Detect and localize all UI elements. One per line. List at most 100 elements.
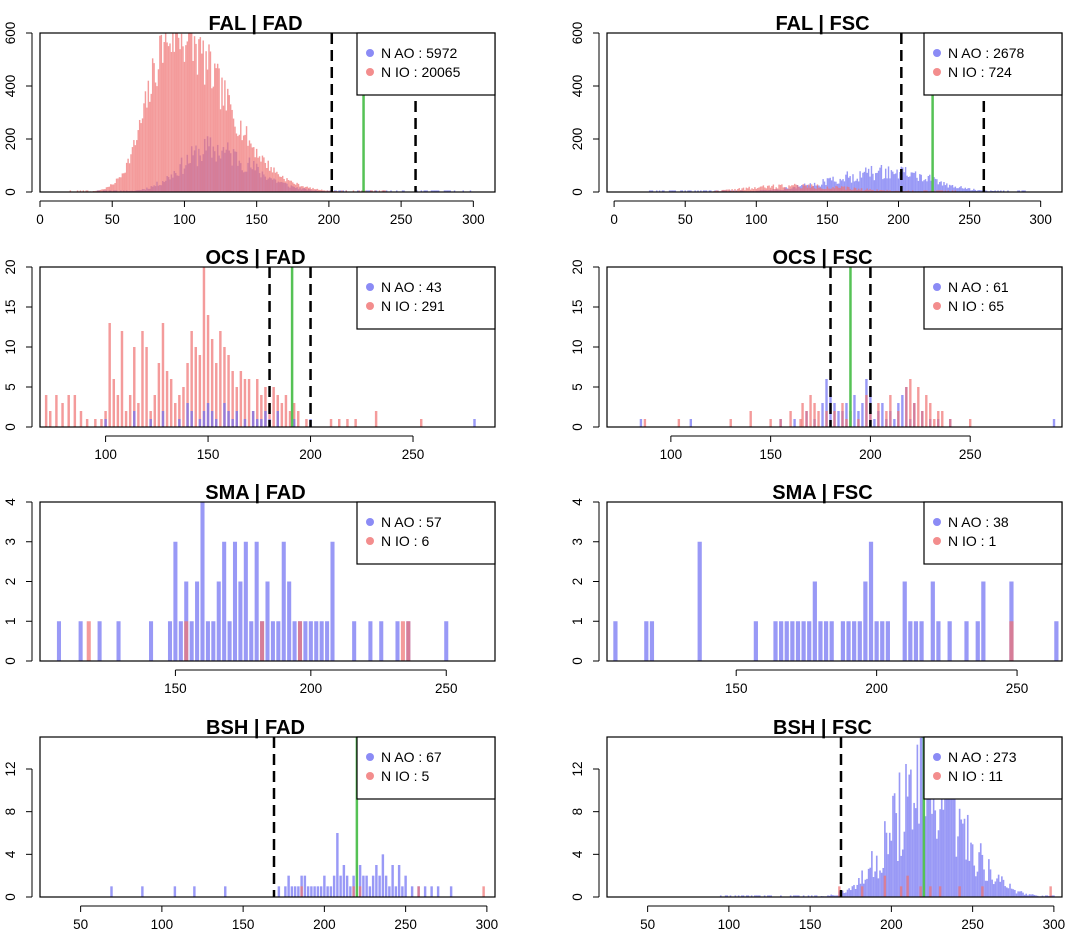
- bar-io: [215, 68, 217, 192]
- bar-io: [110, 184, 112, 192]
- bar-ao: [910, 769, 912, 897]
- y-tick-label: 4: [3, 498, 18, 506]
- bar-io: [156, 86, 158, 192]
- bar-ao: [453, 190, 456, 192]
- bar-ao: [445, 190, 447, 192]
- bar-ao: [822, 179, 824, 192]
- bar-ao: [297, 886, 300, 897]
- bar-ao: [968, 188, 971, 192]
- bar-io: [212, 86, 215, 192]
- x-tick-label: 200: [300, 681, 323, 696]
- bar-ao: [929, 793, 932, 897]
- bar-io: [940, 190, 942, 192]
- bar-io: [173, 51, 176, 192]
- bar-ao: [863, 581, 868, 661]
- bar-io: [954, 190, 957, 192]
- bar-ao: [981, 854, 984, 897]
- bar-ao: [265, 581, 270, 661]
- bar-ao: [845, 892, 847, 897]
- bar-ao: [999, 881, 1002, 897]
- bar-ao: [848, 888, 850, 897]
- bar-io: [830, 188, 833, 192]
- bar-ao: [1053, 895, 1055, 897]
- bar-ao: [794, 895, 797, 897]
- bar-ao: [797, 895, 800, 897]
- bar-io: [140, 123, 142, 192]
- bar-ao: [853, 884, 855, 897]
- bar-io: [781, 184, 783, 192]
- bar-ao: [859, 883, 862, 897]
- bar-io: [206, 315, 210, 427]
- bar-ao: [826, 178, 829, 192]
- bar-io: [211, 88, 213, 192]
- x-tick-label: 250: [402, 447, 425, 462]
- bar-ao: [921, 181, 924, 192]
- bar-io: [201, 53, 203, 192]
- y-tick-label: 10: [3, 339, 18, 354]
- bar-ao: [1035, 895, 1037, 897]
- bar-io: [124, 411, 128, 427]
- bar-ao: [205, 621, 210, 661]
- legend-label-io: N IO : 65: [948, 298, 1004, 314]
- bar-io: [189, 33, 191, 192]
- bar-ao: [929, 174, 931, 192]
- bar-ao: [276, 411, 279, 427]
- bar-io: [166, 42, 168, 192]
- bar-ao: [869, 867, 872, 897]
- bar-io: [715, 190, 718, 192]
- bar-io: [180, 33, 183, 192]
- bar-ao: [832, 176, 834, 192]
- bar-io: [76, 190, 79, 192]
- bar-ao: [889, 178, 891, 192]
- bar-io: [364, 190, 366, 192]
- bar-ao: [149, 419, 152, 427]
- bar-io: [880, 190, 883, 192]
- bar-ao: [757, 895, 759, 897]
- bar-io: [786, 189, 789, 192]
- bar-ao: [966, 814, 969, 897]
- bar-ao: [232, 541, 238, 661]
- bar-ao: [884, 168, 887, 192]
- bar-io: [823, 189, 826, 192]
- bar-ao: [249, 621, 254, 661]
- bar-io: [222, 105, 225, 192]
- panel-title: SMA | FAD: [205, 482, 305, 504]
- bar-io: [796, 185, 799, 192]
- bar-ao: [801, 621, 806, 661]
- x-tick-label: 150: [816, 212, 839, 227]
- bar-io: [729, 190, 732, 192]
- bar-io: [182, 46, 184, 192]
- y-tick-label: 8: [570, 808, 585, 816]
- bar-io: [911, 190, 914, 192]
- legend-label-ao: N AO : 38: [948, 514, 1009, 530]
- bar-io: [293, 183, 295, 192]
- bar-io: [806, 187, 809, 192]
- bar-io: [111, 184, 113, 192]
- legend-marker-ao: [933, 518, 941, 526]
- bar-io: [260, 395, 263, 427]
- bar-io: [221, 77, 223, 192]
- bar-ao: [887, 854, 889, 897]
- bar-ao: [890, 840, 893, 897]
- bar-ao: [911, 829, 914, 897]
- bar-io: [133, 347, 136, 427]
- bar-ao: [432, 190, 434, 192]
- bar-io: [761, 186, 763, 192]
- bar-ao: [358, 865, 362, 897]
- bar-io: [289, 180, 291, 192]
- bar-io: [776, 188, 779, 192]
- bar-ao: [1009, 883, 1011, 897]
- bar-ao: [970, 842, 972, 897]
- bar-io: [123, 173, 125, 192]
- bar-ao: [908, 774, 911, 897]
- bar-ao: [958, 187, 961, 192]
- bar-ao: [1051, 895, 1054, 897]
- bar-io: [889, 395, 892, 427]
- bar-io: [175, 33, 177, 192]
- bar-io: [229, 104, 232, 192]
- bar-ao: [960, 819, 963, 897]
- bar-io: [805, 184, 807, 192]
- y-tick-label: 5: [570, 383, 585, 391]
- bar-io: [118, 177, 121, 192]
- bar-ao: [914, 171, 917, 192]
